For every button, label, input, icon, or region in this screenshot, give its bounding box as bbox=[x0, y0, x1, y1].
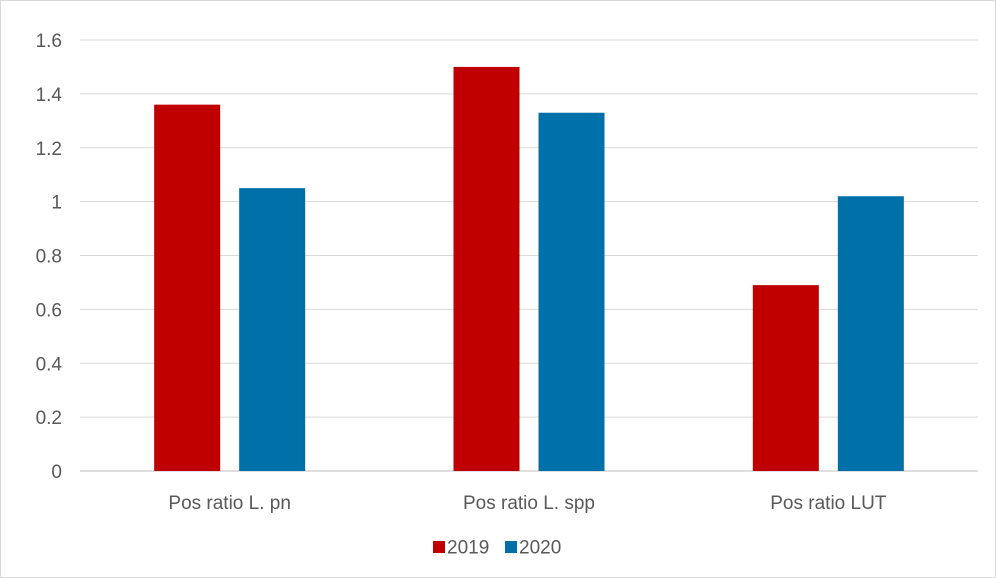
bar-2019-1 bbox=[154, 104, 221, 472]
y-tick-label: 1.4 bbox=[36, 85, 63, 106]
bar-2019-3 bbox=[752, 285, 819, 471]
x-category-label: Pos ratio LUT bbox=[770, 493, 887, 514]
y-tick-label: 0.6 bbox=[36, 300, 62, 321]
legend-label-2019: 2019 bbox=[447, 538, 489, 559]
bars bbox=[154, 66, 904, 472]
y-axis-tick-labels: 0 0.2 0.4 0.6 0.8 1 1.2 1.4 1.6 bbox=[36, 31, 63, 483]
bar-2020-3 bbox=[837, 196, 904, 472]
y-tick-label: 0.2 bbox=[36, 408, 62, 429]
legend-swatch-2019 bbox=[433, 541, 445, 553]
y-tick-label: 0.4 bbox=[36, 354, 63, 375]
y-tick-label: 1.6 bbox=[36, 31, 62, 52]
x-axis-category-labels: Pos ratio L. pn Pos ratio L. spp Pos ratio… bbox=[168, 493, 886, 514]
y-tick-label: 0.8 bbox=[36, 247, 62, 268]
bar-2020-2 bbox=[538, 112, 605, 471]
legend-label-2020: 2020 bbox=[519, 538, 561, 559]
gridlines bbox=[80, 39, 978, 472]
x-category-label: Pos ratio L. pn bbox=[168, 493, 291, 514]
y-tick-label: 1 bbox=[51, 193, 62, 214]
y-tick-label: 1.2 bbox=[36, 139, 62, 160]
bar-2020-1 bbox=[239, 188, 306, 471]
legend-swatch-2020 bbox=[505, 541, 517, 553]
y-tick-label: 0 bbox=[51, 462, 62, 483]
legend: 2019 2020 bbox=[433, 538, 561, 559]
bar-2019-2 bbox=[453, 66, 520, 471]
x-category-label: Pos ratio L. spp bbox=[463, 493, 595, 514]
